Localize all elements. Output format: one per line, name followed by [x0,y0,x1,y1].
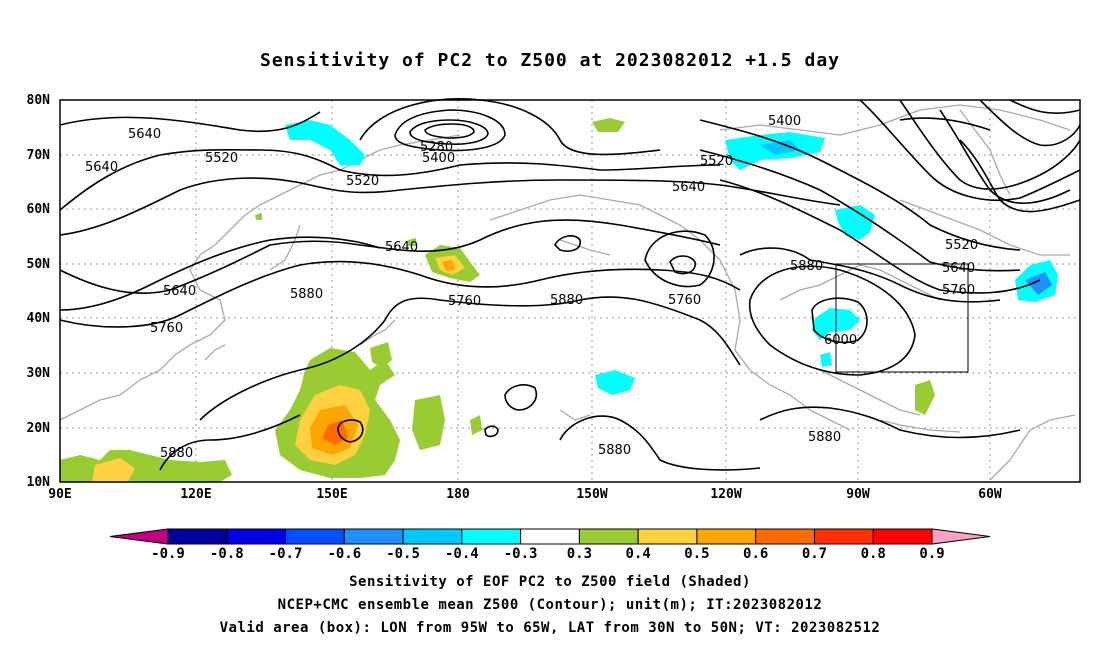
contour-label: 5280 [420,140,453,155]
contour-label: 5400 [768,114,801,129]
contour-label: 5640 [85,160,118,175]
footer-line-3: Valid area (box): LON from 95W to 65W, L… [219,620,881,636]
colorbar-label: -0.3 [504,546,538,562]
colorbar-label: -0.8 [210,546,244,562]
colorbar-label: 0.3 [567,546,592,562]
lon-label: 60W [978,487,1002,502]
lon-label: 150W [576,487,607,502]
contour-labels: 5640 5640 5520 5520 5400 5280 5400 5520 … [85,114,978,461]
colorbar-swatch [696,528,757,545]
colorbar-right-arrow [931,528,991,545]
contour-label: 6000 [824,333,857,348]
colorbar-swatch [872,528,933,545]
colorbar: -0.9 -0.8 -0.7 -0.6 -0.5 -0.4 -0.3 0.3 0.4 0.5 0.6… [109,528,991,562]
lat-label: 80N [27,93,51,108]
map-panel: 5640 5640 5520 5520 5400 5280 5400 5520 … [59,97,1081,483]
contour-label: 5520 [205,151,238,166]
contour-label: 5640 [128,127,161,142]
contour-label: 5760 [668,293,701,308]
colorbar-swatch [226,528,287,545]
lon-label: 90E [48,487,71,502]
colorbar-label: -0.4 [445,546,479,562]
colorbar-label: 0.8 [861,546,886,562]
contour-label: 5760 [448,294,481,309]
lat-label: 70N [27,148,51,163]
contour-label: 5640 [385,240,418,255]
colorbar-label: -0.9 [151,546,185,562]
footer-line-1: Sensitivity of EOF PC2 to Z500 field (Sh… [349,574,751,590]
colorbar-label: -0.7 [269,546,303,562]
lon-label: 120E [180,487,211,502]
lat-label: 60N [27,202,51,217]
lon-label: 90W [846,487,870,502]
valid-area-box [835,263,969,373]
contour-label: 5760 [942,283,975,298]
contour-label: 5880 [160,446,193,461]
colorbar-swatch [813,528,874,545]
map-border [59,99,1081,483]
colorbar-swatch [637,528,698,545]
coastlines [59,104,1076,481]
colorbar-label: -0.5 [386,546,420,562]
colorbar-label: -0.6 [327,546,361,562]
contour-label: 5760 [150,321,183,336]
lon-axis: 90E 120E 150E 180 150W 120W 90W 60W [48,487,1002,502]
contour-label: 5880 [598,443,631,458]
contour-label: 5520 [700,154,733,169]
colorbar-swatch [520,528,580,545]
colorbar-left-arrow [109,528,169,545]
lon-label: 150E [316,487,347,502]
contour-label: 5640 [942,261,975,276]
lat-label: 40N [27,311,51,326]
contour-label: 5640 [163,284,196,299]
colorbar-swatch [343,528,404,545]
colorbar-swatch [461,528,522,545]
sensitivity-shading [60,118,1058,482]
contour-label: 5520 [346,174,379,189]
colorbar-swatch [755,528,815,545]
z500-contours [59,97,1081,471]
contour-label: 5520 [945,238,978,253]
lat-label: 50N [27,257,51,272]
colorbar-label: 0.7 [802,546,827,562]
lat-axis: 80N 70N 60N 50N 40N 30N 20N 10N [27,93,51,490]
colorbar-label: 0.9 [919,546,944,562]
lat-label: 10N [27,475,51,490]
colorbar-swatch [578,528,639,545]
contour-label: 5880 [808,430,841,445]
colorbar-label: 0.4 [626,546,651,562]
contour-label: 5880 [290,287,323,302]
lon-label: 180 [446,487,470,502]
colorbar-label: 0.5 [684,546,709,562]
map-title: Sensitivity of PC2 to Z500 at 2023082012… [259,50,840,71]
colorbar-swatch [285,528,345,545]
contour-label: 5640 [672,180,705,195]
colorbar-swatch [167,528,228,545]
contour-label: 5400 [422,151,455,166]
colorbar-label: 0.6 [743,546,768,562]
footer-line-2: NCEP+CMC ensemble mean Z500 (Contour); u… [277,597,823,613]
colorbar-swatch [402,528,463,545]
lon-label: 120W [710,487,741,502]
contour-label: 5880 [790,259,823,274]
contour-label: 5880 [550,293,583,308]
lat-label: 20N [27,421,51,436]
lat-label: 30N [27,366,51,381]
